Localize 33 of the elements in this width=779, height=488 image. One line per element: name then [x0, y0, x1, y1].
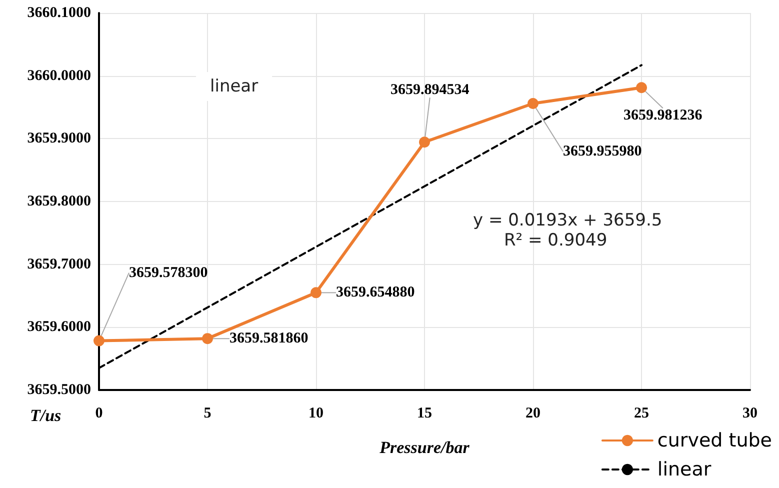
point [528, 98, 538, 109]
x-tick-label: 0 [95, 406, 103, 422]
data-label: 3659.581860 [230, 330, 308, 347]
y-tick-label: 3659.7000 [27, 256, 91, 272]
y-tick-label: 3659.8000 [27, 194, 91, 210]
x-tick-label: 25 [634, 406, 649, 422]
legend-label: linear [657, 458, 712, 480]
point [419, 136, 430, 148]
annotation: linear [210, 76, 258, 96]
annotation: y = 0.0193x + 3659.5 [473, 210, 662, 230]
annotation: R² = 0.9049 [504, 230, 608, 250]
data-label: 3659.955980 [563, 143, 642, 160]
y-tick-label: 3659.5000 [27, 382, 91, 398]
point [636, 82, 647, 94]
x-tick-label: 15 [417, 406, 432, 422]
y-tick-label: 3660.0000 [27, 68, 91, 84]
point [94, 335, 104, 346]
data-label: 3659.578300 [129, 264, 208, 281]
x-axis-title: Pressure/bar [378, 438, 470, 457]
data-label: 3659.894534 [390, 82, 470, 98]
x-tick-label: 10 [308, 406, 324, 422]
y-tick-label: 3660.1000 [27, 5, 91, 21]
x-tick-label: 20 [526, 406, 540, 422]
y-tick-label: 3659.9000 [27, 130, 91, 147]
y-axis-title: T/us [30, 406, 62, 425]
point [202, 333, 213, 344]
data-label: 3659.654880 [336, 284, 415, 301]
x-tick-label: 5 [204, 406, 212, 422]
legend-label: curved tube [657, 430, 772, 452]
point [310, 287, 322, 298]
data-label: 3659.981236 [624, 108, 703, 124]
x-tick-label: 30 [742, 406, 758, 422]
y-tick-label: 3659.6000 [27, 319, 91, 336]
